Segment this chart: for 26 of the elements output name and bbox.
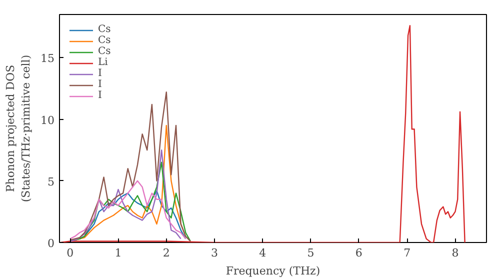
x-tick-label: 7 xyxy=(404,246,411,260)
x-tick-label: 0 xyxy=(66,246,74,260)
y-axis-title: Phonon projected DOS (States/THz·primitive cell) xyxy=(4,54,33,202)
line-series xyxy=(60,24,466,242)
legend-label: Cs xyxy=(98,35,112,46)
legend-label: I xyxy=(98,90,103,101)
x-tick-label: 6 xyxy=(355,246,362,260)
x-tick-label: 2 xyxy=(162,246,170,260)
x-tick-label: 8 xyxy=(452,246,459,260)
y-tick-label: 15 xyxy=(40,52,55,66)
legend-label: I xyxy=(98,79,103,90)
y-tick-label: 5 xyxy=(48,175,54,188)
x-tick-label: 1 xyxy=(114,246,122,260)
line-series xyxy=(69,92,192,242)
x-tick-label: 5 xyxy=(307,246,314,260)
legend-label: Li xyxy=(98,57,109,68)
y-tick-label: 10 xyxy=(40,114,55,127)
line-series xyxy=(69,149,182,242)
line-series xyxy=(69,180,186,240)
x-tick-label: 3 xyxy=(211,246,218,260)
y-tick-label: 0 xyxy=(48,237,54,250)
legend-label: I xyxy=(98,68,103,79)
legend-label: Cs xyxy=(98,46,112,57)
x-axis-title: Frequency (THz) xyxy=(226,264,320,278)
x-tick-label: 4 xyxy=(259,246,266,260)
legend-label: Cs xyxy=(98,24,112,35)
